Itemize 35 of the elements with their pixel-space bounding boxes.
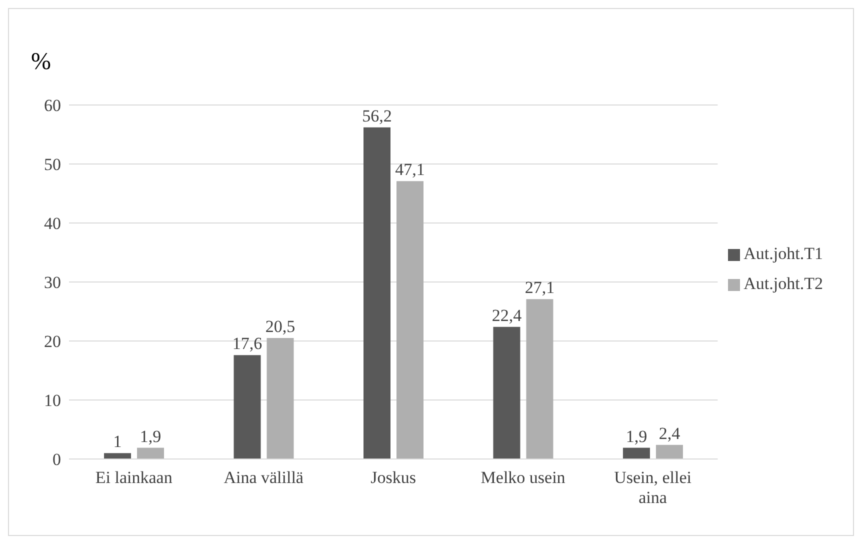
bar — [656, 444, 683, 459]
bar — [363, 127, 390, 459]
bar — [622, 448, 650, 459]
y-tick-label: 10 — [44, 391, 61, 410]
bar — [137, 448, 164, 459]
y-tick-label: 20 — [44, 332, 61, 352]
data-label: 1 — [113, 432, 122, 452]
y-axis-title: % — [31, 49, 51, 76]
y-tick-label: 30 — [44, 273, 61, 292]
y-tick-label: 60 — [44, 96, 61, 116]
data-label: 56,2 — [362, 106, 392, 126]
bar — [396, 181, 424, 459]
y-tick-label: 0 — [52, 450, 61, 470]
data-label: 27,1 — [524, 278, 555, 298]
bar — [234, 355, 261, 459]
bar — [104, 453, 132, 459]
legend-label: Aut.joht.T1 — [744, 244, 823, 263]
x-tick-label: Joskus — [370, 468, 416, 487]
data-label: 47,1 — [395, 160, 425, 180]
data-label: 22,4 — [492, 306, 522, 325]
data-label: 1,9 — [140, 426, 162, 446]
bar — [526, 299, 554, 459]
data-label: 2,4 — [658, 424, 681, 443]
data-label: 20,5 — [265, 317, 296, 336]
y-tick-label: 40 — [44, 214, 61, 234]
y-tick-label: 50 — [44, 155, 61, 174]
bar — [493, 326, 520, 459]
x-tick-label: Usein, ellei aina — [614, 468, 692, 507]
x-tick-label: Melko usein — [480, 468, 566, 487]
data-label: 1,9 — [626, 426, 648, 446]
data-label: 17,6 — [232, 334, 262, 354]
bar — [266, 338, 294, 459]
x-tick-label: Ei lainkaan — [95, 468, 173, 487]
x-tick-label: Aina välillä — [224, 468, 304, 487]
legend-label: Aut.joht.T2 — [744, 274, 823, 293]
